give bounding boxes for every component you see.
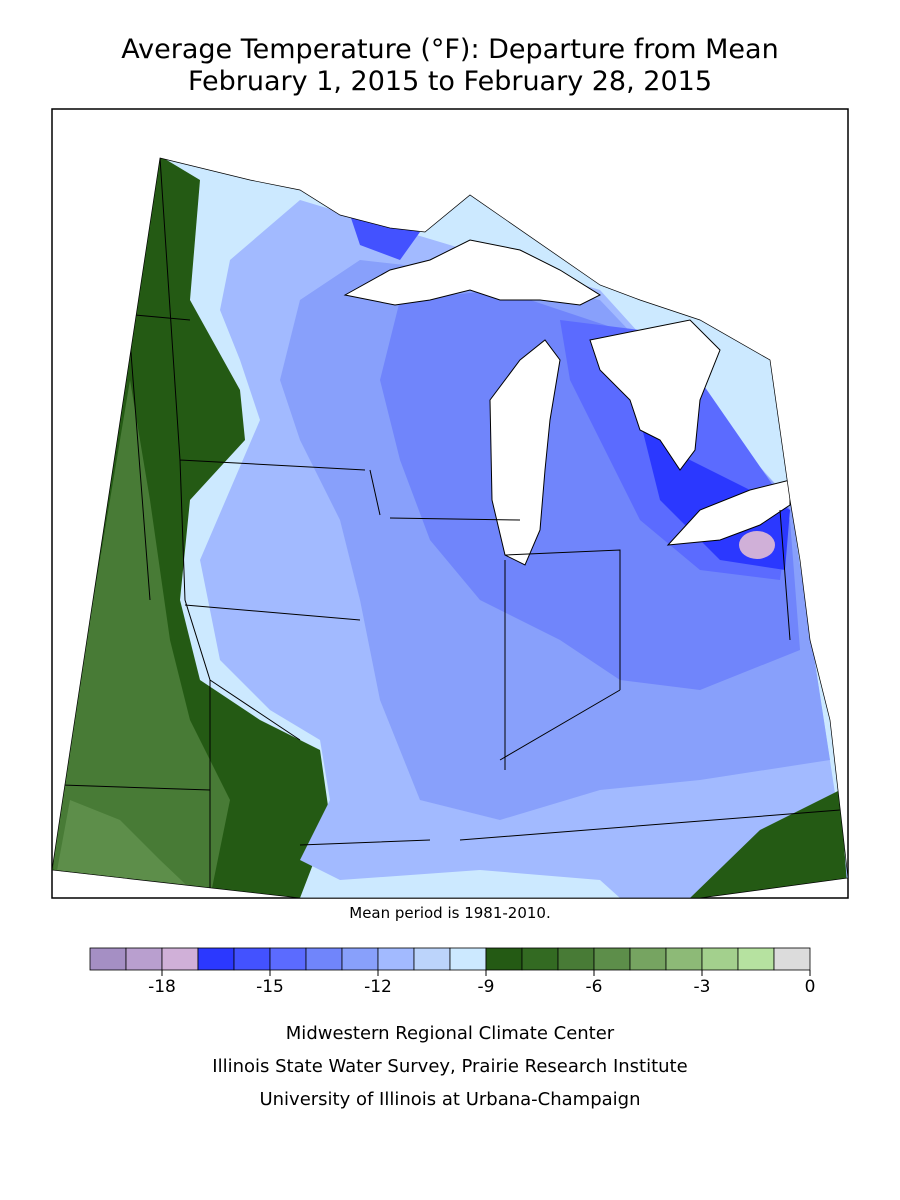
- colorbar: -18 -15 -12 -9 -6 -3 0: [89, 947, 816, 997]
- colorbar-tick-label: -3: [694, 977, 711, 997]
- state-line: [61, 158, 841, 898]
- colorbar-box: [701, 947, 739, 971]
- colorbar-box: [89, 947, 127, 971]
- region: [380, 290, 800, 690]
- colorbar-tick-label: -18: [148, 977, 176, 997]
- colorbar-box: [305, 947, 343, 971]
- colorbar-box: [449, 947, 487, 971]
- colorbar-box: [377, 947, 415, 971]
- colorbar-tick-label: 0: [805, 977, 816, 997]
- region: [350, 215, 420, 260]
- colorbar-box: [161, 947, 199, 971]
- colorbar-box: [341, 947, 379, 971]
- note: Mean period is 1981-2010.: [349, 904, 550, 922]
- colorbar-box: [629, 947, 667, 971]
- colorbar-box: [737, 947, 775, 971]
- colorbar-box: [125, 947, 163, 971]
- map: [52, 158, 848, 898]
- region: [690, 790, 848, 898]
- colorbar-box: [773, 947, 811, 971]
- region: [52, 800, 200, 898]
- colorbar-box: [593, 947, 631, 971]
- footer-line: Illinois State Water Survey, Prairie Res…: [212, 1056, 687, 1077]
- colorbar-box: [557, 947, 595, 971]
- colorbar-box: [485, 947, 523, 971]
- lake: [489, 339, 561, 566]
- colorbar-box: [665, 947, 703, 971]
- colorbar-box: [413, 947, 451, 971]
- title-line: February 1, 2015 to February 28, 2015: [188, 66, 712, 97]
- colorbar-box: [233, 947, 271, 971]
- colorbar-box: [521, 947, 559, 971]
- region: [52, 380, 230, 898]
- footer-line: University of Illinois at Urbana-Champai…: [259, 1089, 640, 1110]
- colorbar-tick-label: -15: [256, 977, 284, 997]
- lake: [343, 239, 602, 306]
- lake: [589, 319, 721, 471]
- footer-line: Midwestern Regional Climate Center: [286, 1023, 615, 1044]
- colorbar-tick-label: -9: [478, 977, 495, 997]
- domain-outline: [51, 157, 849, 899]
- colorbar-tick-label: -6: [586, 977, 603, 997]
- title-line: Average Temperature (°F): Departure from…: [121, 34, 778, 65]
- colorbar-tick-label: -12: [364, 977, 392, 997]
- colorbar-box: [269, 947, 307, 971]
- colorbar-box: [197, 947, 235, 971]
- region: [739, 531, 775, 559]
